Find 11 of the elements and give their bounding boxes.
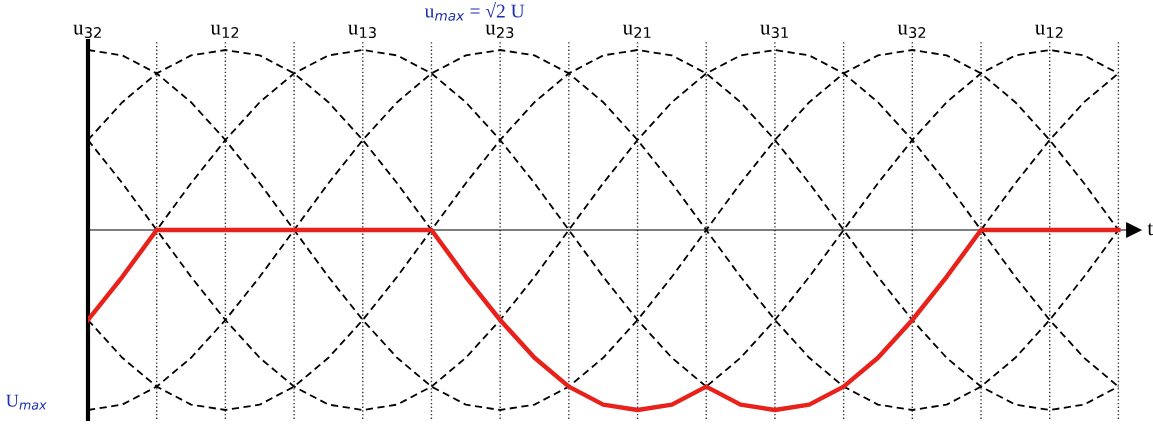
text: u$_{21}$ <box>622 24 651 38</box>
text: U$_{max}$ <box>6 394 47 410</box>
x-axis-title: t <box>1147 223 1153 236</box>
text: u$_{31}$ <box>760 24 788 39</box>
text: u$_{12}$ <box>210 24 239 38</box>
text: u$_{12}$ <box>1035 24 1063 38</box>
text: u$_{23}$ <box>485 24 514 39</box>
text: u$_{32}$ <box>897 24 926 39</box>
text: u$_{max}$ = √2 U <box>424 2 525 21</box>
text: u$_{13}$ <box>348 24 376 39</box>
text: u$_{32}$ <box>73 24 101 39</box>
